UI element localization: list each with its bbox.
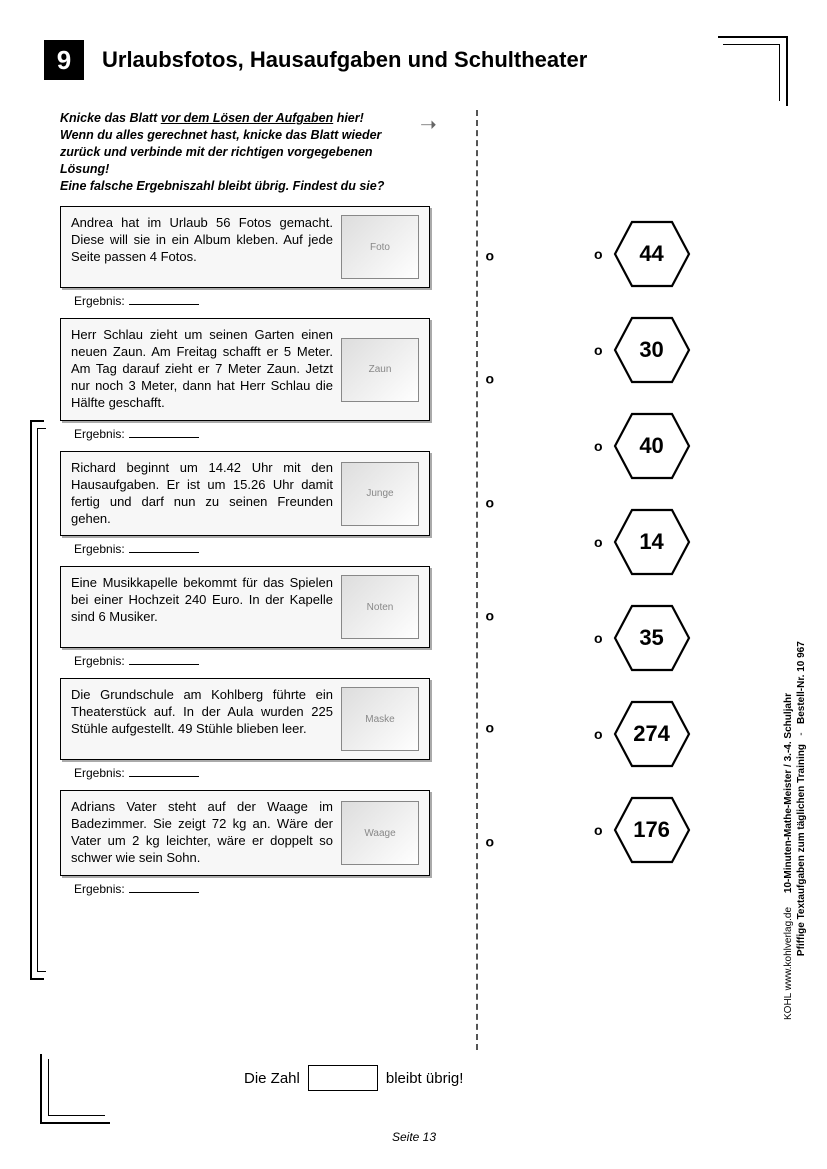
- fold-line: [476, 110, 478, 1050]
- task-image-icon: Junge: [341, 462, 419, 526]
- page-title: Urlaubsfotos, Hausaufgaben und Schulthea…: [102, 47, 587, 73]
- leftover-input-box[interactable]: [308, 1065, 378, 1091]
- ergebnis-label: Ergebnis:: [74, 294, 460, 308]
- match-circle-left[interactable]: o: [485, 608, 494, 624]
- ergebnis-label: Ergebnis:: [74, 766, 460, 780]
- answer-hexagon: 35: [613, 604, 691, 672]
- task-box: Herr Schlau zieht um seinen Garten einen…: [60, 318, 430, 420]
- answer-hexagon: 30: [613, 316, 691, 384]
- match-circle-right[interactable]: o: [594, 630, 603, 646]
- ergebnis-blank[interactable]: [129, 664, 199, 665]
- fold-arrow-icon: ➝: [420, 112, 437, 137]
- instructions: Knicke das Blatt vor dem Lösen der Aufga…: [60, 110, 420, 194]
- task-item: Richard beginnt um 14.42 Uhr mit den Hau…: [60, 451, 460, 557]
- answer-item: o 44: [594, 220, 691, 288]
- worksheet-page: 9 Urlaubsfotos, Hausaufgaben und Schulth…: [44, 40, 784, 1120]
- task-text: Herr Schlau zieht um seinen Garten einen…: [71, 327, 333, 411]
- instr-part-1: Knicke das Blatt: [60, 111, 161, 125]
- task-image-icon: Zaun: [341, 338, 419, 402]
- left-column: ➝ Knicke das Blatt vor dem Lösen der Auf…: [60, 110, 460, 896]
- match-circle-right[interactable]: o: [594, 438, 603, 454]
- task-box: Die Grundschule am Kohlberg führte ein T…: [60, 678, 430, 760]
- task-item: Eine Musikkapelle bekommt für das Spiele…: [60, 566, 460, 668]
- ergebnis-label: Ergebnis:: [74, 542, 460, 556]
- answer-value: 30: [639, 337, 663, 363]
- task-text: Andrea hat im Urlaub 56 Fotos gemacht. D…: [71, 215, 333, 279]
- task-text: Richard beginnt um 14.42 Uhr mit den Hau…: [71, 460, 333, 528]
- content: ➝ Knicke das Blatt vor dem Lösen der Auf…: [44, 110, 784, 1080]
- match-circle-right[interactable]: o: [594, 726, 603, 742]
- match-circle-right[interactable]: o: [594, 246, 603, 262]
- leftover-line: Die Zahl bleibt übrig!: [244, 1065, 463, 1091]
- answer-value: 44: [639, 241, 663, 267]
- lesson-number: 9: [44, 40, 84, 80]
- task-image-icon: Waage: [341, 801, 419, 865]
- task-image-icon: Maske: [341, 687, 419, 751]
- task-box: Eine Musikkapelle bekommt für das Spiele…: [60, 566, 430, 648]
- task-box: Adrians Vater steht auf der Waage im Bad…: [60, 790, 430, 876]
- answer-item: o 40: [594, 412, 691, 480]
- side-url: www.kohlverlag.de: [783, 907, 794, 990]
- match-circle-left[interactable]: o: [485, 834, 494, 850]
- task-item: Andrea hat im Urlaub 56 Fotos gemacht. D…: [60, 206, 460, 308]
- instr-underline: vor dem Lösen der Aufgaben: [161, 111, 333, 125]
- task-box: Andrea hat im Urlaub 56 Fotos gemacht. D…: [60, 206, 430, 288]
- tasks-list: Andrea hat im Urlaub 56 Fotos gemacht. D…: [60, 206, 460, 896]
- task-image-icon: Foto: [341, 215, 419, 279]
- ergebnis-blank[interactable]: [129, 552, 199, 553]
- side-publisher: KOHL: [783, 993, 794, 1020]
- answers-column: o 44 o 30 o 40 o 14 o 35 o 274 o 176: [594, 220, 691, 864]
- task-item: Herr Schlau zieht um seinen Garten einen…: [60, 318, 460, 440]
- answer-value: 176: [633, 817, 670, 843]
- answer-item: o 35: [594, 604, 691, 672]
- task-item: Die Grundschule am Kohlberg führte ein T…: [60, 678, 460, 780]
- ergebnis-blank[interactable]: [129, 437, 199, 438]
- answer-hexagon: 40: [613, 412, 691, 480]
- ergebnis-label: Ergebnis:: [74, 427, 460, 441]
- header: 9 Urlaubsfotos, Hausaufgaben und Schulth…: [44, 40, 784, 80]
- task-text: Eine Musikkapelle bekommt für das Spiele…: [71, 575, 333, 639]
- task-text: Die Grundschule am Kohlberg führte ein T…: [71, 687, 333, 751]
- answer-hexagon: 14: [613, 508, 691, 576]
- corner-bracket-tr: [718, 36, 788, 106]
- answer-value: 40: [639, 433, 663, 459]
- side-order: Bestell-Nr. 10 967: [796, 641, 807, 724]
- side-publisher-text: KOHL www.kohlverlag.de 10-Minuten-Mathe-…: [782, 600, 808, 1020]
- task-item: Adrians Vater steht auf der Waage im Bad…: [60, 790, 460, 896]
- answer-hexagon: 274: [613, 700, 691, 768]
- match-circle-right[interactable]: o: [594, 822, 603, 838]
- ergebnis-blank[interactable]: [129, 304, 199, 305]
- answer-item: o 30: [594, 316, 691, 384]
- leftover-pre: Die Zahl: [244, 1070, 300, 1087]
- ergebnis-label: Ergebnis:: [74, 882, 460, 896]
- match-circle-right[interactable]: o: [594, 534, 603, 550]
- match-circle-right[interactable]: o: [594, 342, 603, 358]
- left-bracket: [30, 420, 44, 980]
- match-circle-left[interactable]: o: [485, 370, 494, 386]
- answer-item: o 274: [594, 700, 691, 768]
- side-line2: Pfiffige Textaufgaben zum täglichen Trai…: [796, 744, 807, 956]
- match-circle-left[interactable]: o: [485, 720, 494, 736]
- side-line1: 10-Minuten-Mathe-Meister / 3.-4. Schulja…: [783, 693, 794, 893]
- leftover-post: bleibt übrig!: [386, 1070, 464, 1087]
- answer-value: 35: [639, 625, 663, 651]
- answer-value: 14: [639, 529, 663, 555]
- task-box: Richard beginnt um 14.42 Uhr mit den Hau…: [60, 451, 430, 537]
- ergebnis-blank[interactable]: [129, 776, 199, 777]
- ergebnis-label: Ergebnis:: [74, 654, 460, 668]
- match-circle-left[interactable]: o: [485, 494, 494, 510]
- footer-page-number: Seite 13: [44, 1130, 784, 1144]
- answer-item: o 14: [594, 508, 691, 576]
- instr-part-4: Eine falsche Ergebniszahl bleibt übrig. …: [60, 179, 384, 193]
- instr-part-2: hier!: [333, 111, 364, 125]
- answer-hexagon: 44: [613, 220, 691, 288]
- task-text: Adrians Vater steht auf der Waage im Bad…: [71, 799, 333, 867]
- match-circle-left[interactable]: o: [485, 248, 494, 264]
- answer-hexagon: 176: [613, 796, 691, 864]
- answer-item: o 176: [594, 796, 691, 864]
- ergebnis-blank[interactable]: [129, 892, 199, 893]
- task-image-icon: Noten: [341, 575, 419, 639]
- answer-value: 274: [633, 721, 670, 747]
- instr-part-3: Wenn du alles gerechnet hast, knicke das…: [60, 128, 381, 176]
